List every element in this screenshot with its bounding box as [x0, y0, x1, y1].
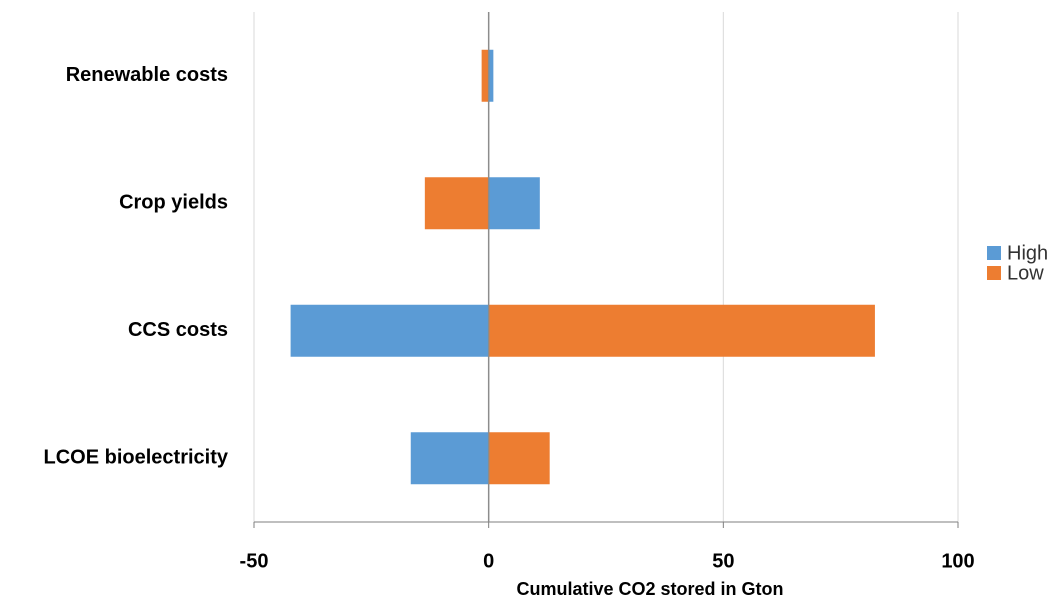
y-tick-label: Renewable costs: [66, 64, 228, 86]
bar: [488, 432, 550, 485]
bar: [488, 49, 494, 102]
bar: [481, 49, 489, 102]
x-tick-label: 100: [941, 550, 974, 572]
x-axis-title: Cumulative CO2 stored in Gton: [516, 579, 783, 599]
y-tick-label: LCOE bioelectricity: [44, 447, 229, 469]
bar: [410, 432, 489, 485]
bar: [290, 304, 489, 357]
y-tick-label: Crop yields: [119, 192, 228, 214]
bar: [488, 304, 875, 357]
bar: [488, 177, 540, 230]
x-tick-label: 0: [483, 550, 494, 572]
legend-swatch: [987, 266, 1001, 280]
bar: [424, 177, 489, 230]
legend-swatch: [987, 246, 1001, 260]
y-tick-label: CCS costs: [128, 319, 228, 341]
legend-label: High: [1007, 242, 1048, 264]
x-tick-label: -50: [240, 550, 269, 572]
legend-label: Low: [1007, 262, 1044, 284]
x-tick-label: 50: [712, 550, 734, 572]
